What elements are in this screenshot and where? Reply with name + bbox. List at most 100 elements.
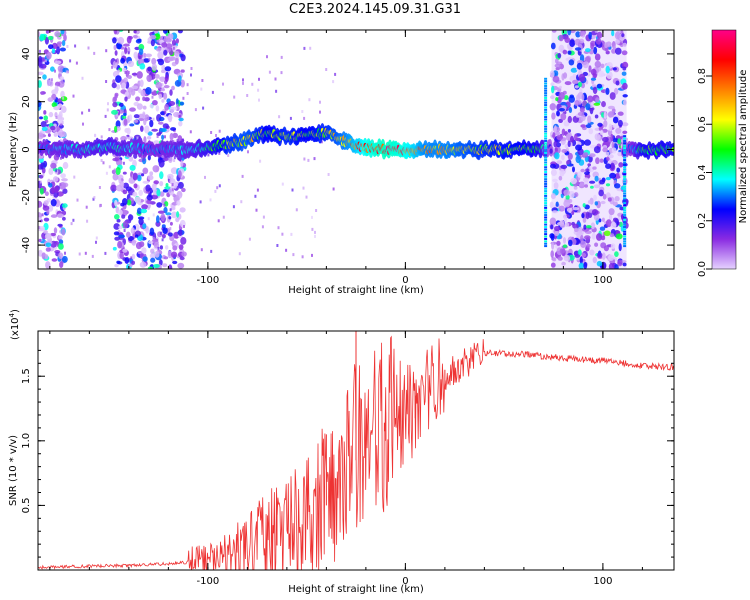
noise-speck xyxy=(553,125,557,134)
edge-streak xyxy=(623,192,627,195)
edge-streak xyxy=(544,108,548,111)
edge-streak xyxy=(623,245,627,248)
noise-speck xyxy=(133,114,140,119)
noise-speck xyxy=(72,94,75,98)
noise-speck xyxy=(126,199,132,206)
noise-speck xyxy=(91,254,94,258)
noise-speck xyxy=(551,85,555,94)
noise-speck xyxy=(261,225,264,229)
noise-speck xyxy=(69,59,72,63)
noise-speck xyxy=(113,44,117,51)
noise-speck xyxy=(593,46,598,55)
noise-speck xyxy=(613,217,618,222)
noise-speck xyxy=(569,94,574,99)
edge-streak xyxy=(544,202,548,205)
noise-speck xyxy=(53,227,58,234)
noise-speck xyxy=(133,119,139,123)
noise-speck xyxy=(98,186,101,189)
noise-speck xyxy=(562,49,568,55)
noise-speck xyxy=(162,263,168,268)
noise-speck xyxy=(130,88,136,96)
noise-speck xyxy=(190,67,193,70)
noise-speck xyxy=(117,240,123,249)
noise-speck xyxy=(124,91,129,97)
noise-speck xyxy=(233,95,236,99)
noise-speck xyxy=(611,141,615,149)
edge-streak xyxy=(544,120,548,123)
noise-speck xyxy=(115,167,121,175)
noise-speck xyxy=(550,250,554,258)
noise-speck xyxy=(131,253,136,260)
noise-speck xyxy=(88,108,91,112)
noise-speck xyxy=(105,171,108,175)
noise-speck xyxy=(111,65,114,69)
noise-speck xyxy=(159,77,166,83)
edge-streak xyxy=(544,221,548,224)
noise-speck xyxy=(603,245,610,252)
noise-speck xyxy=(610,162,615,170)
noise-speck xyxy=(38,49,41,53)
edge-streak xyxy=(623,194,627,197)
noise-speck xyxy=(584,235,591,240)
edge-streak xyxy=(544,77,548,80)
noise-speck xyxy=(549,103,556,111)
noise-speck xyxy=(605,151,610,156)
noise-speck xyxy=(605,41,612,48)
noise-speck xyxy=(130,227,135,235)
noise-speck xyxy=(151,183,157,192)
noise-speck xyxy=(45,59,47,63)
noise-speck xyxy=(614,183,621,189)
edge-streak xyxy=(544,180,548,183)
noise-speck xyxy=(45,261,51,269)
noise-speck xyxy=(171,188,174,192)
noise-speck xyxy=(163,85,170,89)
noise-speck xyxy=(550,224,554,230)
edge-streak xyxy=(623,139,627,142)
noise-speck xyxy=(133,30,137,34)
edge-streak xyxy=(623,242,627,245)
edge-streak xyxy=(544,163,548,166)
noise-speck xyxy=(564,222,570,227)
noise-speck xyxy=(155,105,160,112)
edge-streak xyxy=(623,135,627,138)
noise-speck xyxy=(152,213,155,217)
noise-speck xyxy=(246,94,249,97)
noise-speck xyxy=(38,217,42,221)
noise-speck xyxy=(124,96,128,102)
noise-speck xyxy=(579,256,583,265)
noise-speck xyxy=(43,65,46,69)
edge-streak xyxy=(544,127,548,130)
noise-speck xyxy=(119,181,125,189)
noise-speck xyxy=(58,252,64,259)
noise-speck xyxy=(315,209,318,212)
noise-speck xyxy=(569,39,576,47)
noise-speck xyxy=(173,181,178,189)
y-scale-suffix: ) xyxy=(10,309,21,313)
noise-speck xyxy=(128,114,133,121)
noise-speck xyxy=(587,115,592,124)
noise-speck xyxy=(552,132,556,139)
noise-speck xyxy=(146,194,153,201)
noise-speck xyxy=(551,112,556,120)
noise-speck xyxy=(589,180,596,184)
noise-speck xyxy=(178,75,182,82)
noise-speck xyxy=(171,251,178,258)
noise-speck xyxy=(590,68,597,76)
noise-speck xyxy=(93,51,96,55)
noise-speck xyxy=(568,239,573,247)
noise-speck xyxy=(143,136,147,144)
noise-speck xyxy=(62,131,65,135)
noise-speck xyxy=(572,207,580,211)
noise-speck xyxy=(602,136,609,143)
noise-speck xyxy=(111,109,118,115)
noise-speck xyxy=(114,92,119,97)
noise-speck xyxy=(62,216,66,221)
noise-speck xyxy=(553,182,559,190)
noise-speck xyxy=(40,162,44,170)
noise-speck xyxy=(171,140,174,144)
noise-speck xyxy=(169,33,174,40)
noise-speck xyxy=(131,85,139,90)
noise-speck xyxy=(105,49,108,53)
noise-speck xyxy=(117,36,125,45)
noise-speck xyxy=(116,260,121,264)
